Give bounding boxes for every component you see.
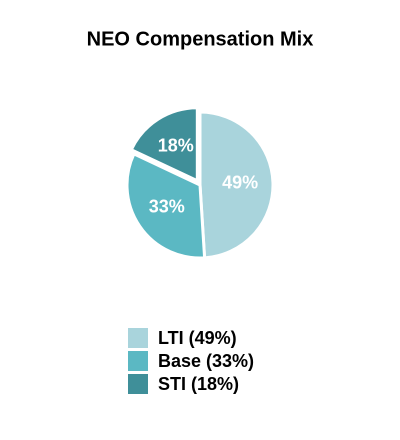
pie-slice <box>129 106 199 184</box>
legend-label: LTI (49%) <box>158 328 237 348</box>
pie-slice <box>125 151 207 260</box>
slice-label: 49% <box>222 172 258 192</box>
legend-swatch <box>128 351 148 371</box>
legend-label: STI (18%) <box>158 374 239 394</box>
legend-label: Base (33%) <box>158 351 254 371</box>
chart-title: NEO Compensation Mix <box>87 28 314 50</box>
legend-swatch <box>128 374 148 394</box>
legend-swatch <box>128 328 148 348</box>
pie-slice <box>198 110 275 260</box>
slice-label: 33% <box>149 196 185 216</box>
slice-label: 18% <box>158 136 194 156</box>
